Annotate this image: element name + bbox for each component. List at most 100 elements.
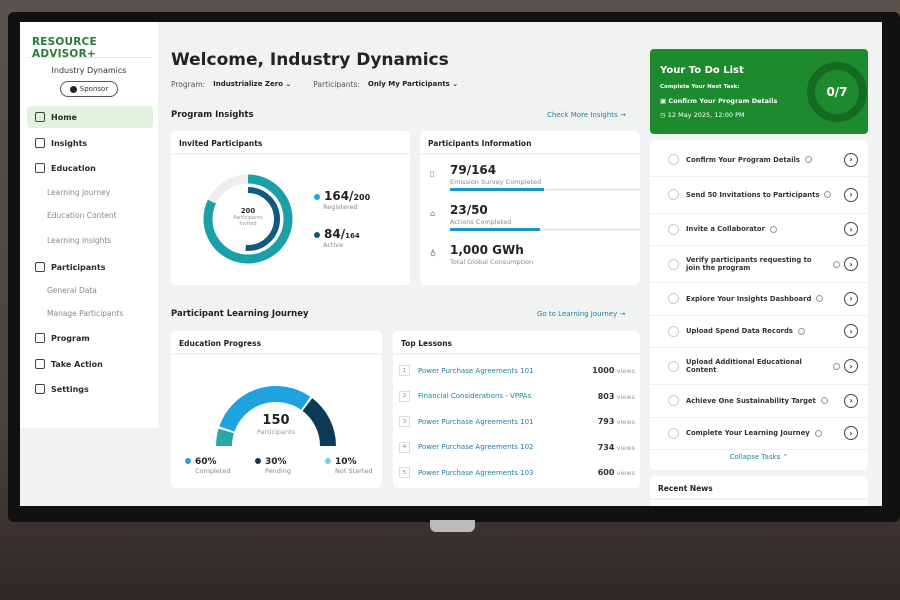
completed-arc <box>219 386 311 432</box>
task-checkbox[interactable] <box>668 427 679 439</box>
todo-task[interactable]: Upload Additional Educational Content › <box>650 348 868 385</box>
education-icon <box>35 163 45 173</box>
help-icon[interactable] <box>797 327 805 335</box>
program-select[interactable]: Industrialize Zero ⌄ <box>213 80 292 88</box>
lesson-title-link[interactable]: Power Purchase Agreements 102 <box>418 443 534 451</box>
lesson-row[interactable]: 4 Power Purchase Agreements 102 734 views <box>399 435 635 460</box>
sidebar-item-insights[interactable]: Insights <box>27 132 153 154</box>
chevron-right-icon[interactable]: › <box>844 359 858 373</box>
todo-task[interactable]: Confirm Your Program Details › <box>650 144 868 177</box>
sidebar-item-label: Program <box>51 333 90 343</box>
task-checkbox[interactable] <box>668 395 679 407</box>
education-progress-card: Education Progress 150 Participants 60% C… <box>171 331 382 488</box>
task-checkbox[interactable] <box>668 293 679 305</box>
todo-task[interactable]: Achieve One Sustainability Target › <box>650 385 868 418</box>
chevron-right-icon[interactable]: › <box>844 152 858 167</box>
todo-progress-ring: 0/7 <box>807 62 867 122</box>
legend-pending: 30% Pending <box>255 457 291 475</box>
chevron-right-icon[interactable]: › <box>844 222 858 237</box>
task-label: Complete Your Learning Journey <box>686 429 810 438</box>
help-icon[interactable] <box>804 156 812 164</box>
org-name: Industry Dynamics <box>51 66 127 75</box>
participants-select[interactable]: Only My Participants ⌄ <box>367 80 459 88</box>
task-label: Upload Additional Educational Content <box>686 358 802 374</box>
chevron-right-icon[interactable]: › <box>844 393 858 408</box>
lesson-row[interactable]: 5 Power Purchase Agreements 103 600 views <box>399 460 635 485</box>
lesson-title-link[interactable]: Power Purchase Agreements 101 <box>418 366 534 375</box>
next-task-link[interactable]: ▣ Confirm Your Program Details <box>660 97 778 105</box>
task-checkbox[interactable] <box>668 360 679 372</box>
education-gauge <box>216 386 336 447</box>
lesson-rank: 5 <box>399 467 410 478</box>
todo-task[interactable]: Invite a Collaborator › <box>650 214 868 246</box>
task-checkbox[interactable] <box>668 154 679 166</box>
sidebar-item-participants[interactable]: Participants <box>27 256 153 278</box>
go-to-learning-journey-link[interactable]: Go to Learning Journey → <box>537 310 626 318</box>
donut-center-label: Participants Invited <box>233 215 263 227</box>
help-icon[interactable] <box>769 225 777 233</box>
lesson-row[interactable]: 3 Power Purchase Agreements 101 793 views <box>399 409 635 434</box>
task-label: Upload Spend Data Records <box>686 327 793 336</box>
info-value: 1,000 GWh <box>450 243 524 257</box>
invited-participants-card: Invited Participants 200 Participants In… <box>171 131 410 285</box>
task-checkbox[interactable] <box>668 223 679 235</box>
sidebar-item-home[interactable]: Home <box>27 106 153 128</box>
chevron-right-icon[interactable]: › <box>844 426 858 441</box>
lesson-views: 793 <box>597 417 615 426</box>
lesson-title-link[interactable]: Power Purchase Agreements 103 <box>418 468 534 477</box>
sidebar-item-program[interactable]: Program <box>27 327 153 349</box>
todo-task[interactable]: Verify participants requesting to join t… <box>650 246 868 283</box>
task-checkbox[interactable] <box>668 325 679 337</box>
sidebar-item-label: Settings <box>51 384 89 394</box>
task-checkbox[interactable] <box>668 258 679 270</box>
chevron-right-icon[interactable]: › <box>844 291 858 306</box>
program-label: Program: <box>171 80 206 89</box>
help-icon[interactable] <box>824 191 832 198</box>
sidebar-item-education-content[interactable]: Education Content <box>47 211 117 220</box>
help-icon[interactable] <box>833 362 840 370</box>
chevron-right-icon[interactable]: › <box>844 324 858 339</box>
invited-donut <box>203 174 293 264</box>
sidebar-item-education[interactable]: Education <box>27 157 153 179</box>
page-title: Welcome, Industry Dynamics <box>171 50 449 70</box>
sidebar-item-learning-insights[interactable]: Learning Insights <box>47 236 112 245</box>
participants-info-card: Participants Information ▯ 79/164 Emission… <box>420 131 646 285</box>
collapse-tasks-button[interactable]: Collapse Tasks ⌃ <box>729 453 789 461</box>
info-icon: ▯ <box>430 169 435 178</box>
lesson-title-link[interactable]: Power Purchase Agreements 101 <box>418 417 534 426</box>
help-icon[interactable] <box>814 429 822 437</box>
todo-title: Your To Do List <box>660 65 744 76</box>
todo-task[interactable]: Send 50 Invitations to Participants › <box>650 177 868 214</box>
sidebar-item-manage-participants[interactable]: Manage Participants <box>47 309 124 318</box>
help-icon[interactable] <box>833 260 840 268</box>
monitor-stand <box>430 520 475 532</box>
todo-task[interactable]: Explore Your Insights Dashboard › <box>650 283 868 316</box>
sidebar-item-label: Home <box>51 112 77 122</box>
task-label: Send 50 Invitations to Participants <box>686 190 820 199</box>
check-more-insights-link[interactable]: Check More Insights → <box>547 111 626 119</box>
sidebar-item-settings[interactable]: Settings <box>27 378 153 400</box>
lesson-row[interactable]: 2 Financial Considerations - VPPAs 803 vie… <box>399 384 635 409</box>
sidebar-item-learning-journey[interactable]: Learning Journey <box>47 188 111 197</box>
due-date: ◷ 12 May 2025, 12:00 PM <box>660 111 745 119</box>
sidebar-item-general-data[interactable]: General Data <box>47 286 97 295</box>
task-label: Confirm Your Program Details <box>686 155 800 164</box>
take-action-icon <box>35 359 45 369</box>
help-icon[interactable] <box>816 295 824 303</box>
sidebar-item-take-action[interactable]: Take Action <box>27 353 153 375</box>
not-started-arc <box>216 428 234 447</box>
next-task-label: Complete Your Next Task: <box>660 84 740 90</box>
gauge-center-value: 150 <box>262 413 290 428</box>
todo-task[interactable]: Upload Spend Data Records › <box>650 316 868 348</box>
chevron-right-icon[interactable]: › <box>844 187 858 202</box>
todo-task[interactable]: Complete Your Learning Journey › <box>650 418 868 450</box>
sponsor-icon <box>69 85 77 93</box>
registered-legend: 164/200 Registered <box>314 189 370 211</box>
chevron-right-icon[interactable]: › <box>844 257 858 271</box>
help-icon[interactable] <box>820 397 828 405</box>
lesson-row[interactable]: 1 Power Purchase Agreements 101 1000 views <box>399 358 635 383</box>
lesson-title-link[interactable]: Financial Considerations - VPPAs <box>418 392 532 400</box>
home-icon <box>35 112 45 122</box>
registered-arc <box>203 174 293 264</box>
task-checkbox[interactable] <box>668 189 679 200</box>
